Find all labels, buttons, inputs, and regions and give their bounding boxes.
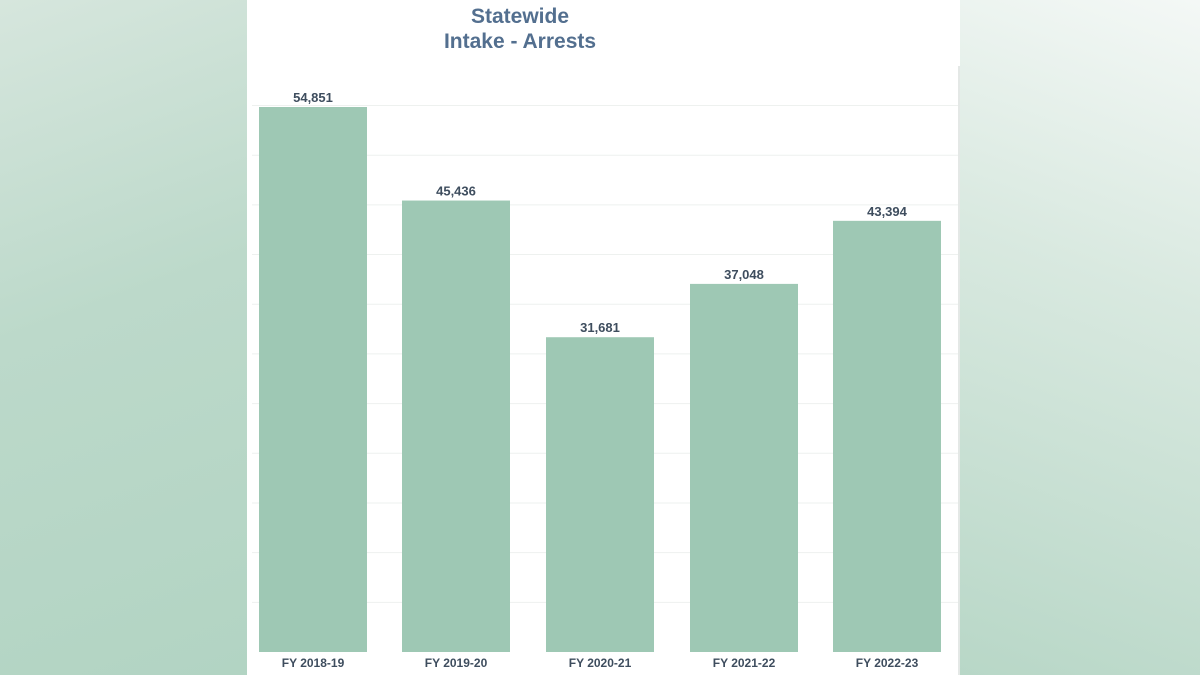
bar-fy-2019-20 <box>402 200 510 652</box>
right-background <box>960 0 1200 675</box>
x-tick-label: FY 2019-20 <box>425 656 488 670</box>
x-tick-label: FY 2020-21 <box>569 656 632 670</box>
bar-fy-2021-22 <box>690 283 798 652</box>
left-background <box>0 0 247 675</box>
data-label: 43,394 <box>867 204 908 219</box>
data-label: 54,851 <box>293 90 333 105</box>
data-label: 45,436 <box>436 184 476 199</box>
panel-divider <box>958 66 960 675</box>
chart-title: Statewide Intake - Arrests <box>247 4 793 54</box>
x-tick-label: FY 2022-23 <box>856 656 919 670</box>
data-label: 31,681 <box>580 320 620 335</box>
bar-fy-2022-23 <box>833 220 941 652</box>
x-tick-label: FY 2021-22 <box>713 656 776 670</box>
data-label: 37,048 <box>724 267 764 282</box>
chart-title-line-2: Intake - Arrests <box>443 30 597 53</box>
bar-fy-2020-21 <box>546 337 654 652</box>
chart-title-line-1: Statewide <box>470 5 570 28</box>
x-tick-label: FY 2018-19 <box>282 656 345 670</box>
bar-fy-2018-19 <box>259 107 367 652</box>
